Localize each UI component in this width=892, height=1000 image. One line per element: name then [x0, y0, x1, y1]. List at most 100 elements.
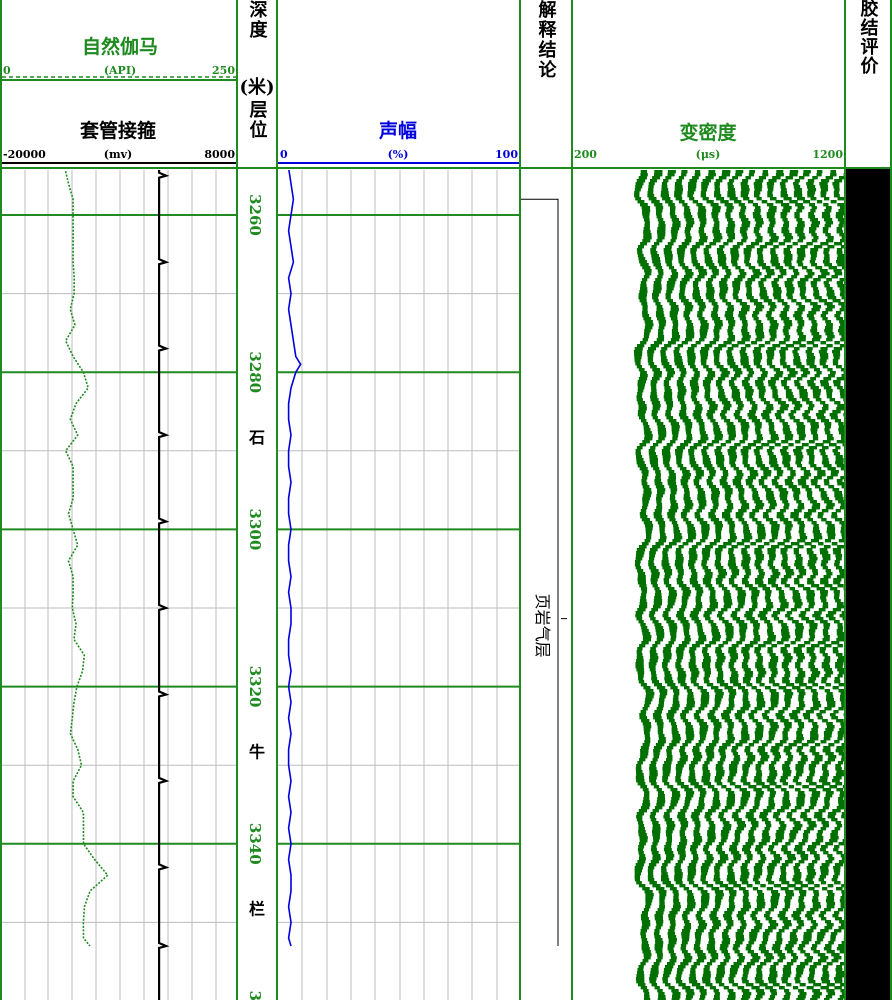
- vdl-band: [770, 725, 779, 729]
- vdl-band: [822, 782, 831, 786]
- vdl-band: [738, 623, 748, 627]
- vdl-band: [796, 707, 804, 711]
- vdl-band: [770, 695, 779, 699]
- vdl-band: [790, 932, 797, 936]
- vdl-band: [702, 578, 712, 582]
- vdl-band: [669, 485, 677, 489]
- vdl-band: [762, 266, 771, 270]
- vdl-band: [777, 959, 783, 963]
- vdl-band: [765, 821, 771, 825]
- vdl-band: [741, 308, 750, 312]
- vdl-band: [670, 800, 679, 804]
- vdl-band: [634, 359, 641, 363]
- vdl-band: [822, 365, 829, 369]
- vdl-band: [796, 749, 802, 753]
- vdl-band: [783, 320, 792, 324]
- vdl-band: [636, 248, 643, 252]
- vdl-band: [677, 575, 683, 579]
- vdl-band: [809, 557, 818, 561]
- vdl-band: [734, 278, 743, 282]
- vdl-band: [684, 920, 690, 924]
- vdl-band: [675, 863, 681, 867]
- vdl-band: [756, 305, 765, 309]
- vdl-band: [756, 782, 765, 786]
- ccl-title: 套管接箍: [79, 119, 156, 142]
- vdl-band: [727, 875, 735, 879]
- vdl-band: [769, 782, 777, 786]
- vdl-band: [726, 350, 732, 354]
- vdl-band: [715, 863, 723, 867]
- vdl-band: [676, 365, 685, 369]
- vdl-band: [757, 902, 766, 906]
- vdl-band: [644, 272, 652, 276]
- vdl-band: [823, 257, 830, 261]
- vdl-band: [796, 659, 803, 663]
- vdl-band: [841, 755, 844, 759]
- vdl-band: [662, 881, 671, 885]
- vdl-band: [775, 941, 783, 945]
- vdl-band: [666, 620, 675, 624]
- vdl-band: [680, 827, 687, 831]
- vdl-band: [842, 893, 844, 897]
- vdl-band: [755, 308, 763, 312]
- vdl-band: [836, 479, 843, 483]
- vdl-band: [808, 824, 817, 828]
- vdl-band: [773, 467, 782, 471]
- vdl-band: [702, 197, 709, 201]
- vdl-band: [808, 602, 815, 606]
- vdl-band: [684, 422, 693, 426]
- vdl-band: [634, 194, 640, 198]
- vdl-band: [741, 380, 749, 384]
- vdl-band: [820, 356, 829, 360]
- vdl-band: [640, 746, 649, 750]
- vdl-band: [755, 431, 761, 435]
- vdl-band: [714, 905, 721, 909]
- vdl-band: [826, 530, 835, 534]
- vdl-band: [687, 530, 696, 534]
- vdl-band: [762, 485, 768, 489]
- vdl-band: [637, 251, 643, 255]
- vdl-band: [813, 893, 820, 897]
- vdl-band: [837, 635, 844, 639]
- vdl-band: [674, 563, 683, 567]
- vdl-band: [685, 332, 695, 336]
- vdl-band: [656, 707, 664, 711]
- vdl-band: [810, 224, 819, 228]
- vdl-band: [794, 212, 800, 216]
- vdl-band: [827, 527, 836, 531]
- vdl-band: [832, 809, 841, 813]
- vdl-band: [683, 959, 692, 963]
- vdl-band: [741, 428, 749, 432]
- vdl-band: [713, 353, 720, 357]
- vdl-band: [706, 947, 715, 951]
- vdl-band: [772, 572, 781, 576]
- vdl-band: [793, 362, 802, 366]
- vdl-band: [689, 659, 696, 663]
- vdl-band: [812, 722, 818, 726]
- vdl-band: [729, 197, 738, 201]
- vdl-band: [822, 458, 829, 462]
- vdl-band: [783, 326, 791, 330]
- vdl-band: [707, 809, 716, 813]
- vdl-band: [765, 419, 773, 423]
- vdl-band: [775, 266, 784, 270]
- vdl-band: [664, 464, 670, 468]
- vdl-band: [699, 305, 706, 309]
- vdl-band: [792, 488, 800, 492]
- gr-min: 0: [3, 64, 11, 77]
- vdl-band: [712, 308, 719, 312]
- vdl-band: [724, 686, 733, 690]
- vdl-band: [721, 401, 731, 405]
- vdl-band: [684, 956, 693, 960]
- vdl-band: [663, 815, 670, 819]
- vdl-band: [839, 920, 844, 924]
- vdl-band: [794, 977, 800, 981]
- vdl-band: [758, 281, 764, 285]
- vdl-band: [825, 995, 833, 999]
- vdl-band: [714, 551, 722, 555]
- vdl-band: [841, 437, 844, 441]
- vdl-band: [701, 551, 710, 555]
- vdl-band: [751, 599, 757, 603]
- vdl-band: [766, 497, 775, 501]
- vdl-band: [749, 170, 755, 174]
